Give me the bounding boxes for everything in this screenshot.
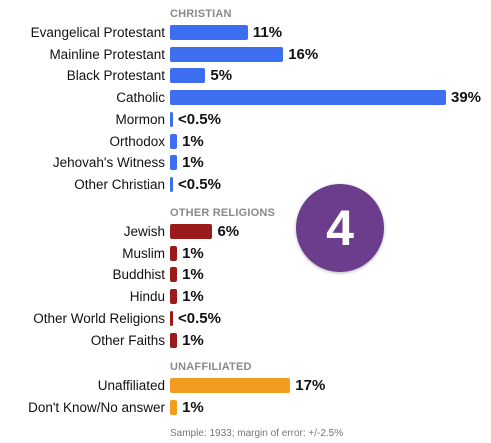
category-label: Evangelical Protestant — [30, 25, 165, 40]
bar-unaffiliated — [170, 378, 291, 393]
bar-jehovah-s-witness — [170, 155, 178, 171]
value-label: 17% — [295, 377, 326, 394]
value-label: 1% — [182, 154, 204, 172]
category-label: Buddhist — [112, 267, 165, 283]
category-label: Other World Religions — [33, 310, 165, 326]
bar-other-faiths — [170, 332, 178, 348]
bar-black-protestant — [170, 68, 206, 84]
category-label: Jewish — [123, 224, 165, 239]
category-label: Muslim — [122, 245, 165, 261]
bar-evangelical-protestant — [170, 25, 248, 40]
value-label: <0.5% — [178, 175, 221, 193]
bar-don-t-know-no-answer — [170, 399, 178, 415]
category-label: Mormon — [115, 111, 165, 127]
value-label: <0.5% — [178, 309, 221, 327]
footnote: Sample: 1933; margin of error: +/-2.5% — [170, 428, 344, 439]
category-label: Other Faiths — [90, 332, 165, 348]
bar-jewish — [170, 224, 213, 239]
bar-catholic — [170, 90, 446, 106]
number-badge: 4 — [296, 184, 384, 272]
value-label: 5% — [210, 67, 233, 85]
bar-mainline-protestant — [170, 46, 284, 62]
value-label: 1% — [182, 331, 204, 349]
bar-other-christian — [170, 176, 173, 192]
category-label: Don't Know/No answer — [28, 399, 165, 415]
group-title-christian: CHRISTIAN — [170, 8, 232, 20]
value-label: 11% — [252, 24, 283, 41]
value-label: 39% — [451, 89, 482, 107]
bar-mormon — [170, 111, 173, 127]
value-label: 1% — [182, 266, 204, 284]
value-label: 6% — [217, 223, 240, 240]
category-label: Mainline Protestant — [49, 46, 165, 62]
value-label: 1% — [182, 398, 204, 416]
value-label: 1% — [182, 132, 204, 150]
group-title-other-religions: OTHER RELIGIONS — [170, 207, 276, 219]
category-label: Other Christian — [74, 176, 165, 192]
bar-orthodox — [170, 133, 178, 149]
category-label: Black Protestant — [66, 68, 165, 84]
category-label: Unaffiliated — [97, 378, 165, 393]
value-label: <0.5% — [178, 110, 221, 128]
bar-muslim — [170, 245, 178, 261]
category-label: Catholic — [116, 90, 165, 106]
value-label: 1% — [182, 288, 204, 306]
category-label: Hindu — [129, 289, 165, 305]
bar-buddhist — [170, 267, 178, 283]
value-label: 16% — [288, 45, 319, 63]
value-label: 1% — [182, 244, 204, 262]
bar-hindu — [170, 289, 178, 305]
bar-other-world-religions — [170, 310, 173, 326]
category-label: Orthodox — [109, 133, 165, 149]
group-title-unaffiliated: UNAFFILIATED — [170, 361, 252, 373]
category-label: Jehovah's Witness — [52, 155, 165, 171]
